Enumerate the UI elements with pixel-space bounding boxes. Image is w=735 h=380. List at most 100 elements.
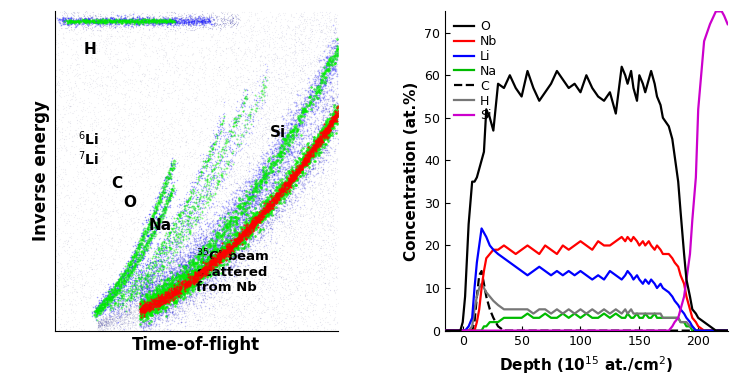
Point xyxy=(266,201,278,207)
Point xyxy=(81,17,93,24)
Point xyxy=(308,146,320,152)
Point xyxy=(312,138,324,144)
Point xyxy=(104,291,116,297)
Point xyxy=(159,288,171,294)
Point xyxy=(276,193,287,199)
Point xyxy=(315,125,326,131)
Point xyxy=(187,279,198,285)
Point xyxy=(326,79,337,86)
Point xyxy=(212,255,223,261)
Point xyxy=(187,259,198,265)
Point xyxy=(101,311,113,317)
Point xyxy=(167,218,179,225)
Point xyxy=(313,67,325,73)
Point xyxy=(222,133,234,139)
Point xyxy=(317,116,329,122)
Point xyxy=(129,261,141,268)
Point xyxy=(279,172,290,178)
Point xyxy=(241,153,253,159)
Point xyxy=(246,183,258,189)
Point xyxy=(265,261,277,267)
Point xyxy=(118,105,129,111)
Point xyxy=(94,16,106,22)
Point xyxy=(245,286,257,292)
Point xyxy=(198,269,210,275)
Point xyxy=(234,254,246,260)
Point xyxy=(72,17,84,23)
Point xyxy=(331,127,343,133)
Point xyxy=(157,26,169,32)
Point xyxy=(108,153,120,159)
Point xyxy=(143,310,155,316)
Point xyxy=(256,155,268,162)
Point xyxy=(200,271,212,277)
Point xyxy=(126,260,138,266)
Point xyxy=(165,192,177,198)
Point xyxy=(156,13,168,19)
Point xyxy=(104,320,116,326)
Point xyxy=(168,229,180,235)
Point xyxy=(210,237,222,243)
Point xyxy=(303,127,315,133)
Point xyxy=(159,177,171,184)
Point xyxy=(220,220,232,226)
Point xyxy=(133,274,145,280)
Point xyxy=(276,143,288,149)
Point xyxy=(229,242,241,248)
Point xyxy=(256,149,268,155)
Point xyxy=(317,165,329,171)
Point xyxy=(130,302,142,308)
Point xyxy=(93,17,105,23)
Point xyxy=(289,182,301,188)
Point xyxy=(165,176,177,182)
Point xyxy=(331,118,343,124)
Point xyxy=(321,100,333,106)
Point xyxy=(178,107,190,113)
Point xyxy=(300,151,312,157)
Point xyxy=(177,276,189,282)
Point xyxy=(118,24,129,30)
Point xyxy=(182,283,194,289)
Point xyxy=(200,264,212,270)
Point xyxy=(215,135,227,141)
Point xyxy=(112,141,123,147)
Point xyxy=(95,322,107,328)
Point xyxy=(329,64,341,70)
Point xyxy=(208,195,220,201)
Point xyxy=(321,65,333,71)
Point xyxy=(148,299,160,306)
Point xyxy=(144,297,156,303)
Point xyxy=(245,55,257,61)
Point xyxy=(140,312,152,318)
Point xyxy=(123,145,135,151)
Point xyxy=(181,228,193,234)
Point xyxy=(248,220,260,226)
Point xyxy=(175,289,187,295)
Point xyxy=(157,14,169,21)
Point xyxy=(310,145,322,151)
Point xyxy=(98,220,110,226)
Point xyxy=(300,166,312,172)
Point xyxy=(287,318,299,325)
Point xyxy=(104,290,116,296)
Point xyxy=(148,306,159,312)
Point xyxy=(274,291,286,297)
Point xyxy=(309,48,320,54)
Point xyxy=(298,108,310,114)
Point xyxy=(165,225,177,231)
Point xyxy=(312,325,323,331)
Point xyxy=(289,14,301,20)
Point xyxy=(138,310,150,316)
Point xyxy=(90,311,101,317)
Point xyxy=(206,18,218,24)
Point xyxy=(268,247,279,253)
Point xyxy=(297,278,309,284)
Point xyxy=(260,223,272,229)
Point xyxy=(218,21,230,27)
Point xyxy=(262,210,273,216)
Point xyxy=(107,309,119,315)
Point xyxy=(282,183,293,189)
Point xyxy=(153,160,165,166)
Point xyxy=(101,33,113,40)
Point xyxy=(132,99,144,105)
